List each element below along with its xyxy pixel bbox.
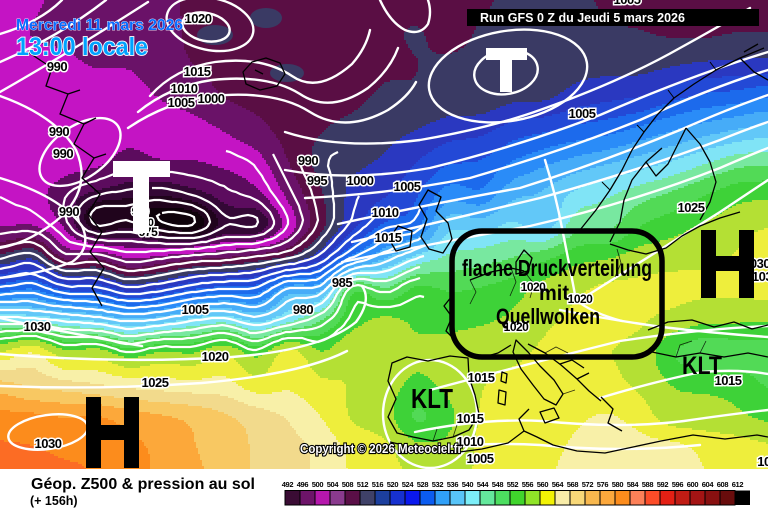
svg-text:1025: 1025	[678, 200, 705, 215]
svg-text:552: 552	[507, 480, 519, 489]
svg-text:995: 995	[307, 173, 327, 188]
svg-text:990: 990	[53, 146, 73, 161]
svg-text:520: 520	[387, 480, 399, 489]
svg-text:1000: 1000	[347, 173, 374, 188]
svg-text:584: 584	[627, 480, 640, 489]
svg-text:604: 604	[702, 480, 715, 489]
svg-text:556: 556	[522, 480, 534, 489]
svg-text:1015: 1015	[457, 411, 484, 426]
svg-text:1015: 1015	[468, 370, 495, 385]
svg-text:508: 508	[342, 480, 354, 489]
svg-text:13:00 locale: 13:00 locale	[16, 33, 148, 61]
svg-text:Run GFS 0 Z du Jeudi 5 mars 20: Run GFS 0 Z du Jeudi 5 mars 2026	[480, 11, 685, 25]
svg-text:990: 990	[47, 59, 67, 74]
svg-text:572: 572	[582, 480, 594, 489]
svg-text:990: 990	[59, 204, 79, 219]
svg-text:1020: 1020	[568, 292, 594, 306]
svg-text:KLT: KLT	[682, 352, 722, 380]
svg-text:1020: 1020	[504, 320, 530, 334]
svg-text:990: 990	[49, 124, 69, 139]
svg-text:612: 612	[732, 480, 744, 489]
svg-text:10: 10	[757, 454, 768, 469]
svg-text:990: 990	[298, 153, 318, 168]
svg-text:500: 500	[312, 480, 324, 489]
svg-text:1000: 1000	[198, 91, 225, 106]
svg-text:(+ 156h): (+ 156h)	[30, 494, 78, 508]
svg-text:532: 532	[432, 480, 444, 489]
svg-text:1020: 1020	[202, 349, 229, 364]
svg-text:568: 568	[567, 480, 579, 489]
svg-text:1005: 1005	[614, 0, 641, 7]
svg-text:536: 536	[447, 480, 459, 489]
svg-text:1010: 1010	[372, 205, 399, 220]
svg-text:588: 588	[642, 480, 654, 489]
svg-text:1010: 1010	[171, 81, 198, 96]
svg-text:1010: 1010	[457, 434, 484, 449]
svg-text:mit: mit	[539, 282, 569, 305]
svg-text:1020: 1020	[521, 280, 547, 294]
svg-text:1005: 1005	[569, 106, 596, 121]
svg-text:1005: 1005	[182, 302, 209, 317]
svg-text:496: 496	[297, 480, 309, 489]
svg-text:560: 560	[537, 480, 549, 489]
svg-text:596: 596	[672, 480, 684, 489]
svg-text:1005: 1005	[168, 95, 195, 110]
svg-text:512: 512	[357, 480, 369, 489]
svg-text:KLT: KLT	[411, 383, 453, 414]
svg-text:980: 980	[293, 302, 313, 317]
svg-text:576: 576	[597, 480, 609, 489]
svg-text:544: 544	[477, 480, 490, 489]
svg-text:985: 985	[332, 275, 352, 290]
svg-text:1015: 1015	[715, 373, 742, 388]
svg-text:Quellwolken: Quellwolken	[496, 304, 600, 329]
svg-text:600: 600	[687, 480, 699, 489]
svg-text:1025: 1025	[142, 375, 169, 390]
svg-text:592: 592	[657, 480, 669, 489]
svg-text:Géop. Z500 & pression au sol: Géop. Z500 & pression au sol	[31, 476, 255, 493]
svg-text:528: 528	[417, 480, 429, 489]
svg-text:524: 524	[402, 480, 415, 489]
svg-text:492: 492	[282, 480, 294, 489]
svg-text:1030: 1030	[24, 319, 51, 334]
svg-text:504: 504	[327, 480, 340, 489]
svg-text:516: 516	[372, 480, 384, 489]
svg-text:1015: 1015	[184, 64, 211, 79]
svg-text:Copyright © 2026 Meteociel.fr: Copyright © 2026 Meteociel.fr	[300, 442, 462, 456]
svg-text:103: 103	[752, 269, 768, 284]
svg-text:548: 548	[492, 480, 504, 489]
svg-text:1005: 1005	[394, 179, 421, 194]
svg-text:Mercredi 11 mars 2026: Mercredi 11 mars 2026	[16, 17, 183, 34]
svg-text:1005: 1005	[467, 451, 494, 466]
svg-text:flache Druckverteilung: flache Druckverteilung	[462, 255, 652, 281]
svg-text:580: 580	[612, 480, 624, 489]
svg-text:1030: 1030	[35, 436, 62, 451]
svg-text:1015: 1015	[375, 230, 402, 245]
svg-text:1020: 1020	[185, 11, 212, 26]
svg-text:540: 540	[462, 480, 474, 489]
svg-text:608: 608	[717, 480, 729, 489]
svg-text:564: 564	[552, 480, 565, 489]
